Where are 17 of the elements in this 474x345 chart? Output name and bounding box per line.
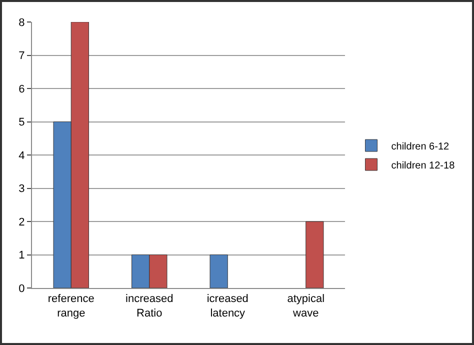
y-tick-label: 4 [18, 150, 25, 162]
x-tick-label: reference range [48, 293, 94, 320]
x-tick-label: atypical wave [287, 293, 325, 320]
y-tick-label: 8 [18, 16, 25, 29]
y-tick-label: 5 [18, 116, 25, 129]
y-tick-label: 0 [18, 282, 25, 295]
x-tick-label: increased Ratio [126, 293, 174, 320]
x-tick-label: icreased latency [206, 293, 248, 320]
legend-label: children 6-12 [391, 141, 450, 152]
bar [210, 254, 228, 288]
legend-label: children 12-18 [391, 160, 456, 172]
y-tick-label: 1 [18, 250, 25, 262]
y-tick-label: 2 [18, 216, 25, 228]
bar [306, 221, 324, 288]
y-tick-label: 6 [18, 83, 25, 96]
y-tick-label: 7 [18, 50, 25, 62]
y-tick-label: 3 [18, 183, 25, 196]
